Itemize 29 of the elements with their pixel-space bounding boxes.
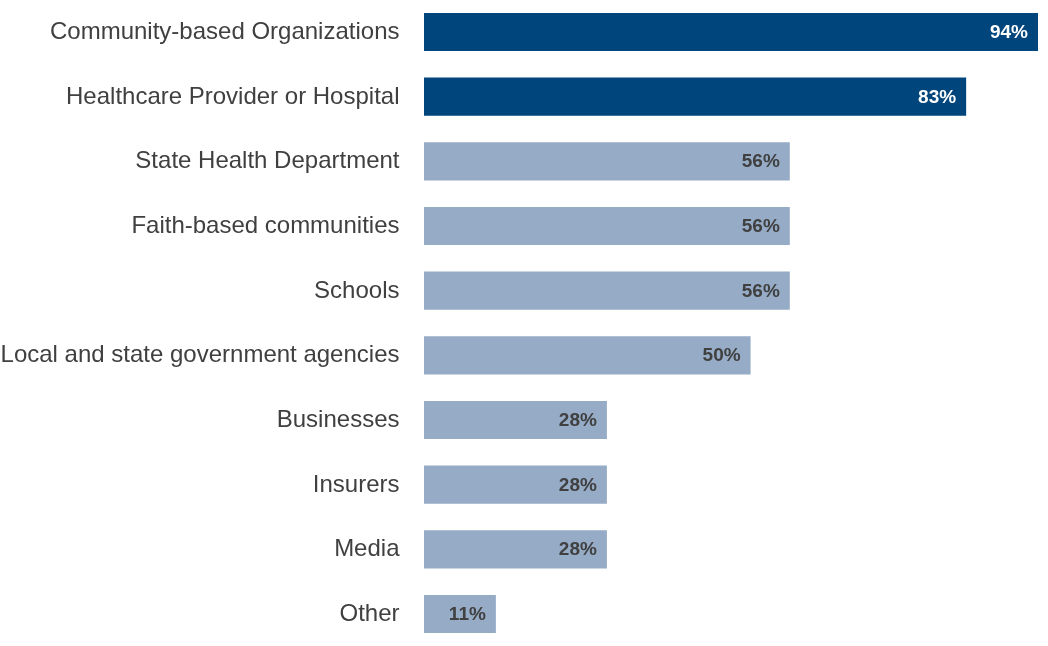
y-tick-label: Businesses: [276, 405, 400, 432]
y-tick-label: Healthcare Provider or Hospital: [66, 81, 400, 109]
y-tick-label: Insurers: [312, 469, 400, 497]
data-label: 28%: [558, 409, 597, 430]
bar: [424, 206, 790, 246]
bar: [424, 400, 607, 440]
bar: [424, 271, 790, 310]
y-tick-label: Schools: [314, 275, 400, 303]
data-label: 94%: [989, 21, 1029, 43]
y-tick-label: Local and state government agencies: [0, 340, 400, 368]
y-tick-label: Faith-based communities: [131, 211, 400, 238]
y-tick-label: Community-based Organizations: [50, 17, 400, 45]
data-label: 56%: [741, 150, 780, 172]
y-tick-label: State Health Department: [135, 146, 400, 174]
data-label: 56%: [741, 215, 780, 236]
bar: [424, 77, 967, 116]
data-label: 28%: [558, 538, 597, 560]
y-tick-label: Other: [339, 598, 400, 626]
data-label: 11%: [448, 602, 486, 624]
bar: [424, 530, 607, 569]
y-tick-label: Media: [334, 534, 401, 562]
bar: [424, 336, 751, 375]
data-label: 28%: [558, 473, 597, 495]
bar: [424, 12, 1038, 52]
data-label: 56%: [741, 279, 780, 301]
bar: [424, 465, 607, 504]
data-label: 50%: [702, 344, 741, 366]
bar: [424, 142, 790, 181]
data-label: 83%: [918, 85, 957, 107]
